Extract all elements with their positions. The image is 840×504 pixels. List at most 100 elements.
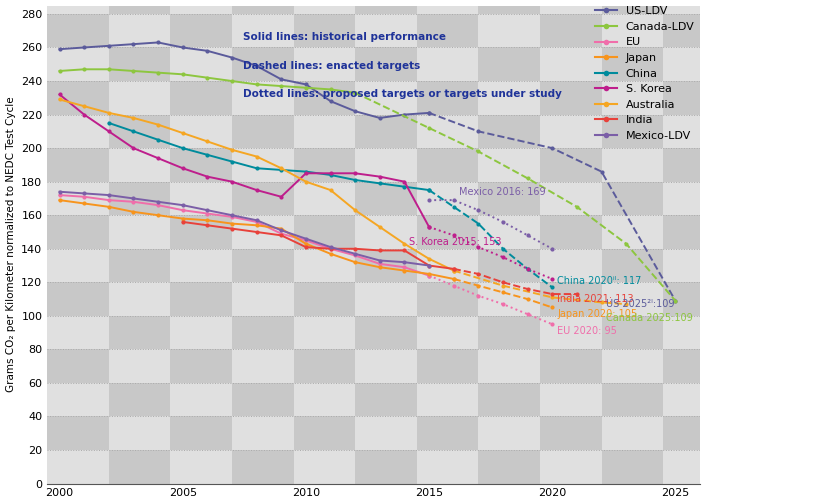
- Bar: [601, 215, 663, 249]
- Bar: [417, 47, 478, 81]
- Bar: [293, 416, 355, 450]
- Bar: [171, 81, 232, 114]
- Bar: [601, 450, 663, 483]
- Bar: [232, 181, 293, 215]
- Bar: [663, 14, 725, 47]
- Bar: [47, 14, 109, 47]
- Bar: [47, 81, 109, 114]
- Bar: [171, 249, 232, 282]
- Bar: [663, 114, 725, 148]
- Text: India 2021: 113: India 2021: 113: [557, 294, 634, 304]
- Bar: [171, 114, 232, 148]
- Bar: [601, 81, 663, 114]
- Bar: [663, 215, 725, 249]
- Bar: [355, 114, 417, 148]
- Bar: [663, 0, 725, 14]
- Bar: [540, 450, 601, 483]
- Bar: [171, 450, 232, 483]
- Bar: [47, 114, 109, 148]
- Bar: [540, 81, 601, 114]
- Bar: [478, 114, 540, 148]
- Bar: [601, 383, 663, 416]
- Y-axis label: Grams CO₂ per Kilometer normalized to NEDC Test Cycle: Grams CO₂ per Kilometer normalized to NE…: [6, 97, 16, 393]
- Bar: [417, 14, 478, 47]
- Bar: [478, 181, 540, 215]
- Bar: [293, 81, 355, 114]
- Bar: [232, 14, 293, 47]
- Bar: [109, 47, 171, 81]
- Bar: [109, 81, 171, 114]
- Bar: [47, 282, 109, 316]
- Text: S. Korea 2015: 153: S. Korea 2015: 153: [409, 237, 501, 247]
- Bar: [232, 383, 293, 416]
- Bar: [109, 215, 171, 249]
- Bar: [601, 416, 663, 450]
- Bar: [232, 349, 293, 383]
- Bar: [601, 282, 663, 316]
- Bar: [601, 316, 663, 349]
- Bar: [540, 47, 601, 81]
- Bar: [232, 316, 293, 349]
- Bar: [109, 148, 171, 181]
- Bar: [478, 148, 540, 181]
- Bar: [109, 14, 171, 47]
- Bar: [355, 215, 417, 249]
- Bar: [293, 450, 355, 483]
- Bar: [171, 282, 232, 316]
- Bar: [293, 181, 355, 215]
- Text: China 2020ⁱˡ: 117: China 2020ⁱˡ: 117: [557, 276, 642, 286]
- Bar: [478, 383, 540, 416]
- Bar: [417, 81, 478, 114]
- Bar: [663, 148, 725, 181]
- Bar: [109, 316, 171, 349]
- Bar: [109, 181, 171, 215]
- Bar: [355, 416, 417, 450]
- Bar: [478, 282, 540, 316]
- Bar: [47, 249, 109, 282]
- Bar: [171, 349, 232, 383]
- Bar: [171, 47, 232, 81]
- Bar: [478, 450, 540, 483]
- Bar: [109, 0, 171, 14]
- Bar: [540, 349, 601, 383]
- Bar: [232, 0, 293, 14]
- Bar: [355, 249, 417, 282]
- Bar: [232, 416, 293, 450]
- Bar: [601, 47, 663, 81]
- Bar: [171, 0, 232, 14]
- Bar: [355, 349, 417, 383]
- Bar: [478, 215, 540, 249]
- Bar: [171, 383, 232, 416]
- Bar: [355, 81, 417, 114]
- Bar: [47, 316, 109, 349]
- Bar: [171, 148, 232, 181]
- Bar: [478, 349, 540, 383]
- Bar: [109, 249, 171, 282]
- Bar: [109, 282, 171, 316]
- Bar: [663, 282, 725, 316]
- Bar: [417, 316, 478, 349]
- Bar: [47, 47, 109, 81]
- Bar: [663, 181, 725, 215]
- Bar: [663, 81, 725, 114]
- Bar: [417, 416, 478, 450]
- Bar: [478, 0, 540, 14]
- Bar: [663, 47, 725, 81]
- Bar: [293, 249, 355, 282]
- Bar: [663, 450, 725, 483]
- Bar: [232, 114, 293, 148]
- Bar: [355, 148, 417, 181]
- Text: Dotted lines: proposed targets or targets under study: Dotted lines: proposed targets or target…: [243, 89, 562, 99]
- Text: Japan 2020: 105: Japan 2020: 105: [557, 309, 638, 319]
- Bar: [601, 14, 663, 47]
- Bar: [109, 450, 171, 483]
- Bar: [601, 114, 663, 148]
- Bar: [232, 249, 293, 282]
- Bar: [171, 181, 232, 215]
- Bar: [355, 47, 417, 81]
- Bar: [47, 349, 109, 383]
- Bar: [47, 181, 109, 215]
- Bar: [601, 0, 663, 14]
- Bar: [232, 148, 293, 181]
- Bar: [540, 215, 601, 249]
